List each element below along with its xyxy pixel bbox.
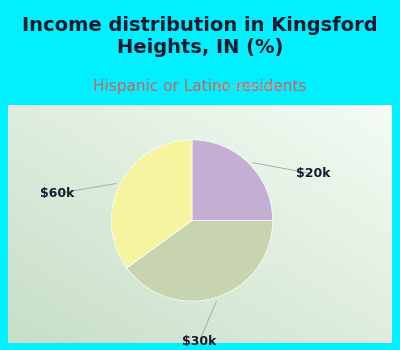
Wedge shape (127, 220, 273, 301)
Text: City-Data.com: City-Data.com (216, 82, 280, 91)
Text: Income distribution in Kingsford
Heights, IN (%): Income distribution in Kingsford Heights… (22, 16, 378, 57)
Wedge shape (192, 140, 273, 220)
Text: $20k: $20k (296, 167, 330, 180)
Wedge shape (111, 140, 192, 268)
Text: Hispanic or Latino residents: Hispanic or Latino residents (93, 79, 307, 94)
Text: $30k: $30k (182, 335, 216, 348)
Text: $60k: $60k (40, 187, 75, 200)
